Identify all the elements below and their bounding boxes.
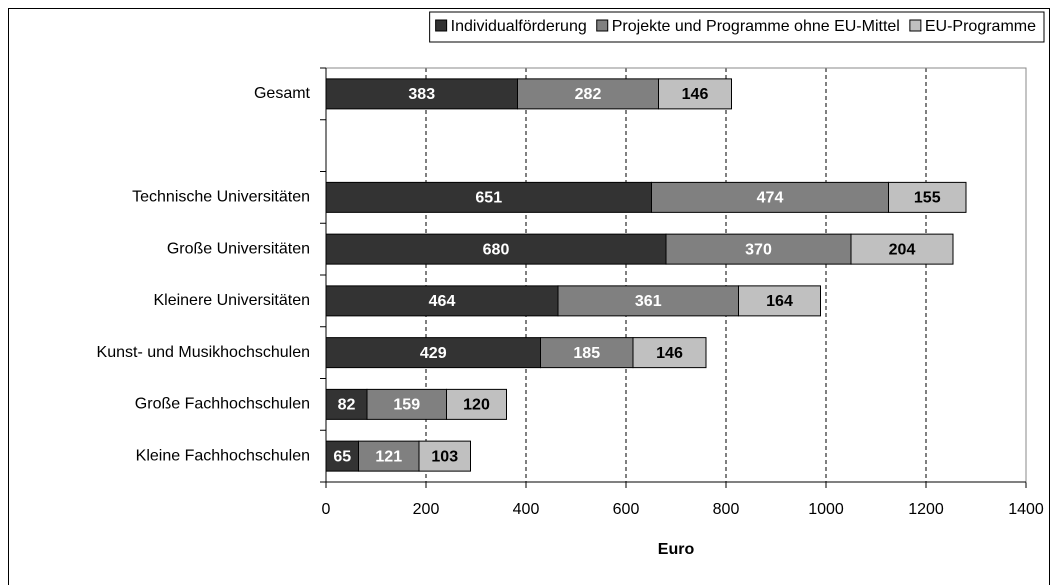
x-tick-label: 1200: [908, 501, 944, 518]
bar: [446, 388, 507, 420]
bar: [325, 233, 667, 265]
value-label: 282: [575, 86, 602, 103]
bar: [738, 285, 821, 317]
value-label: 155: [914, 190, 941, 207]
bar: [557, 285, 739, 317]
value-label: 65: [333, 448, 351, 465]
x-tick-label: 600: [613, 501, 640, 518]
value-label: 429: [420, 345, 447, 362]
value-label: 120: [463, 397, 490, 414]
legend-swatch: [909, 19, 922, 32]
x-axis-label: Euro: [658, 541, 695, 558]
legend-label: Individualförderung: [451, 18, 587, 35]
bar: [366, 388, 447, 420]
x-tick-label: 200: [413, 501, 440, 518]
bar: [325, 337, 541, 369]
value-label: 204: [889, 241, 916, 258]
bar: [325, 181, 652, 213]
value-label: 185: [573, 345, 600, 362]
x-tick-label: 0: [322, 501, 331, 518]
value-label: 361: [635, 293, 662, 310]
bar: [658, 78, 732, 110]
value-label: 164: [766, 293, 793, 310]
value-label: 474: [757, 190, 784, 207]
bar: [358, 440, 420, 472]
value-label: 82: [338, 397, 356, 414]
plot-area: [325, 67, 1027, 483]
x-tick-label: 1400: [1008, 501, 1044, 518]
legend-swatch: [596, 19, 609, 32]
y-tick-label: Große Fachhochschulen: [135, 396, 310, 413]
bar: [632, 337, 707, 369]
value-label: 464: [429, 293, 456, 310]
legend-label: Projekte und Programme ohne EU-Mittel: [612, 18, 900, 35]
y-tick-label: Kleine Fachhochschulen: [136, 447, 310, 464]
value-label: 103: [431, 448, 458, 465]
value-label: 651: [475, 190, 502, 207]
bar: [651, 181, 889, 213]
y-tick-label: Große Universitäten: [167, 240, 310, 257]
value-label: 370: [745, 241, 772, 258]
y-tick-label: Technische Universitäten: [132, 189, 310, 206]
value-label: 146: [656, 345, 683, 362]
legend-label: EU-Programme: [925, 18, 1036, 35]
value-label: 121: [375, 448, 402, 465]
value-label: 146: [682, 86, 709, 103]
bar: [540, 337, 634, 369]
y-tick-label: Gesamt: [254, 85, 311, 102]
y-tick-label: Kunst- und Musikhochschulen: [97, 344, 310, 361]
value-label: 383: [408, 86, 435, 103]
bar: [325, 78, 518, 110]
legend-box: [429, 11, 1045, 43]
bar: [665, 233, 852, 265]
x-tick-label: 800: [713, 501, 740, 518]
bar: [888, 181, 967, 213]
bar: [325, 440, 359, 472]
bar: [418, 440, 471, 472]
bar: [850, 233, 954, 265]
value-label: 680: [483, 241, 510, 258]
bar: [325, 285, 559, 317]
legend-swatch: [435, 19, 448, 32]
value-label: 159: [393, 397, 420, 414]
bar: [325, 388, 368, 420]
legend: Individualförderung Projekte und Programm…: [435, 18, 1036, 35]
chart-frame: [8, 8, 1050, 585]
x-tick-label: 1000: [808, 501, 844, 518]
x-tick-label: 400: [513, 501, 540, 518]
y-tick-label: Kleinere Universitäten: [153, 292, 310, 309]
